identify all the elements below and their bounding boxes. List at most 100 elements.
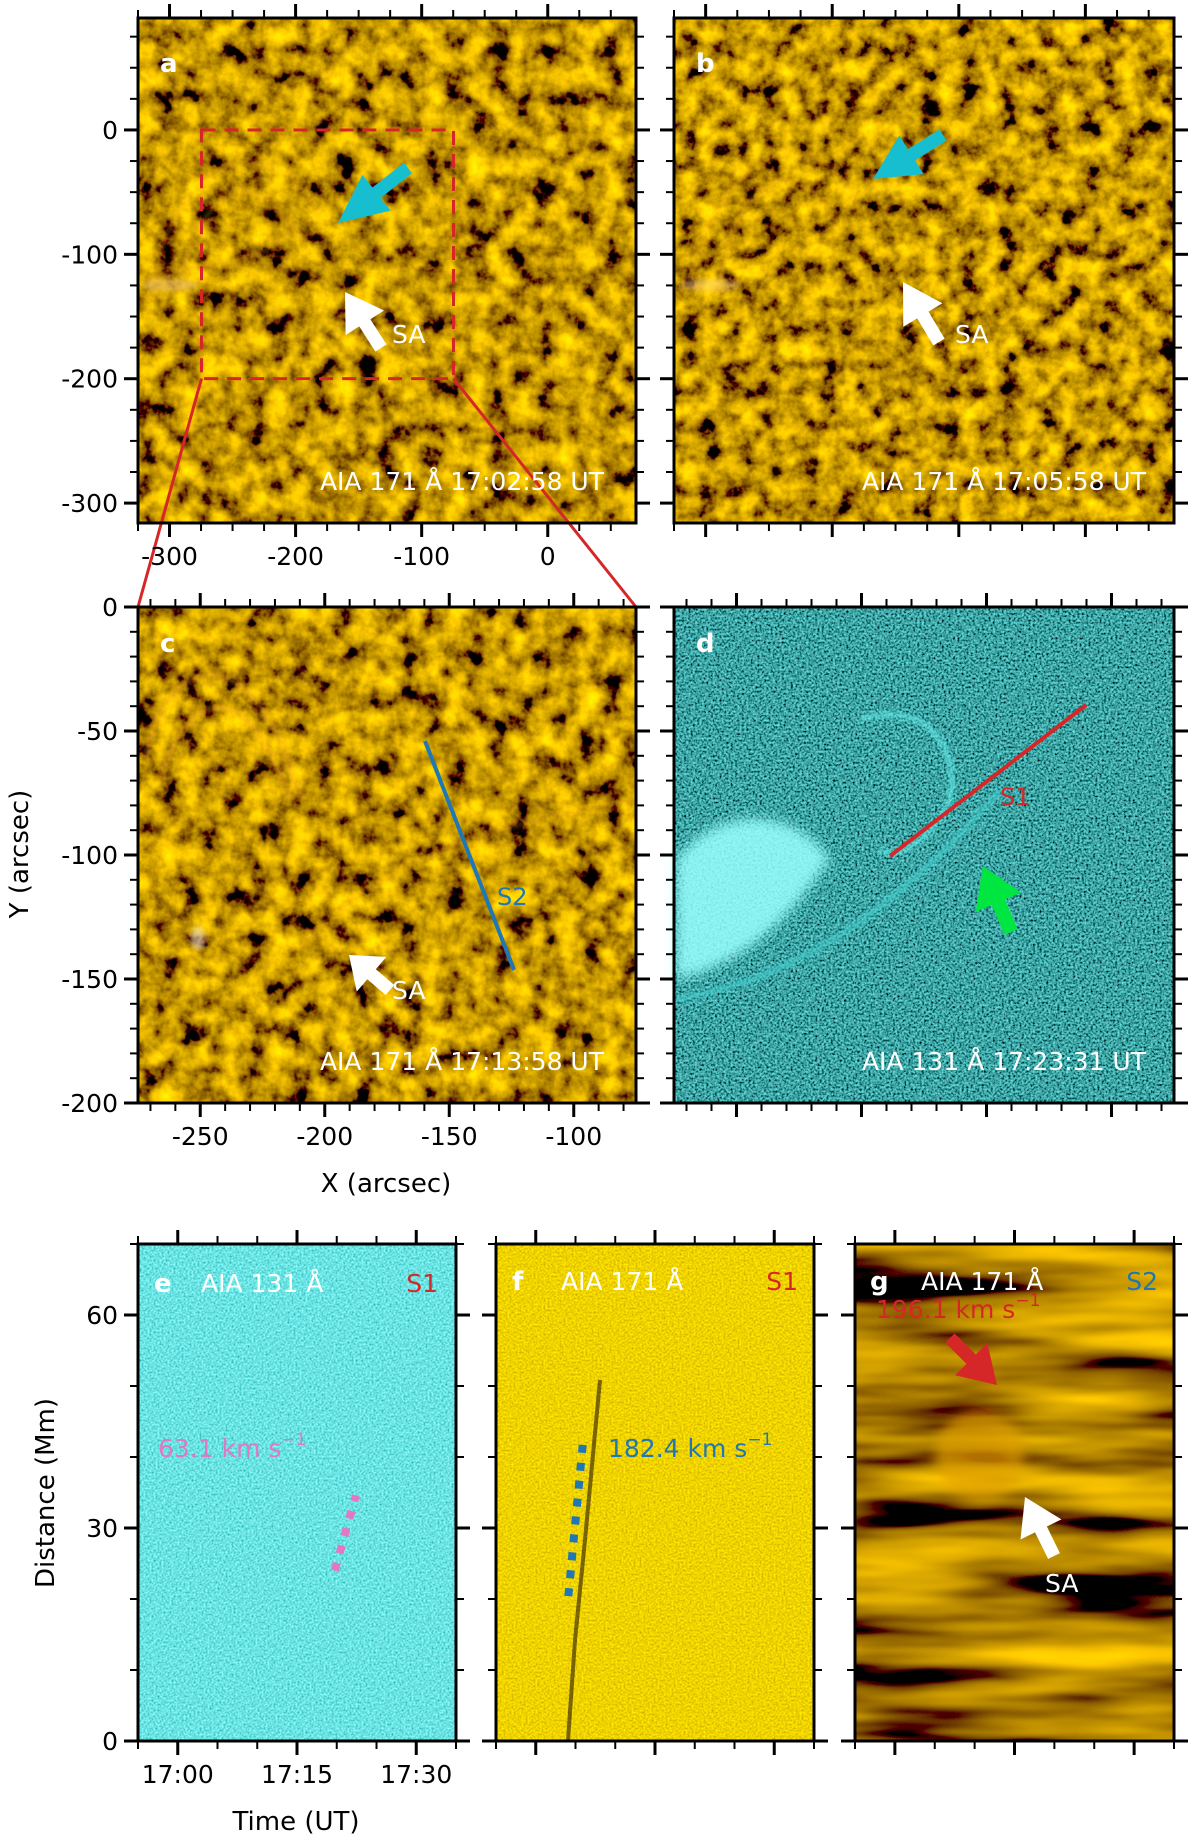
panel-letter-f: f: [512, 1267, 524, 1297]
panel-slit-g: S2: [1126, 1267, 1158, 1296]
x-tick-label: 17:00: [142, 1760, 214, 1789]
axes-d: [660, 593, 1188, 1117]
speed-exp-e: −1: [281, 1430, 306, 1450]
y-tick-label: 0: [102, 1727, 118, 1756]
slit-s2-label: S2: [497, 883, 528, 911]
y-axis-label-td: Distance (Mm): [31, 1398, 61, 1588]
speed-fit-e: [330, 1494, 360, 1572]
y-tick-label: 60: [86, 1301, 118, 1330]
panel-caption-b: AIA 171 Å 17:05:58 UT: [862, 467, 1147, 496]
panel-a: [138, 18, 636, 523]
axes-e: 17:00 17:15 17:30 0 30 60: [86, 1230, 470, 1789]
y-tick-label: -100: [61, 841, 118, 870]
panel-a-bright-loops: [142, 160, 321, 301]
sa-label-b: SA: [955, 320, 988, 349]
axes-g: [841, 1230, 1188, 1755]
red-arrow-g: [945, 1333, 997, 1385]
speed-label-f: 182.4 km s−1: [608, 1430, 772, 1463]
panel-letter-c: c: [160, 629, 175, 659]
axes: -300 -200 -100 0 0 -100 -200 -300 -250 -200 -150 -1…: [61, 4, 1188, 1789]
y-tick-label: -300: [61, 489, 118, 518]
y-tick-label: 0: [102, 116, 118, 145]
panel-frame-e: [136, 1242, 458, 1743]
speed-fit-f: [564, 1436, 588, 1597]
panel-b-image: [674, 18, 1174, 523]
y-tick-label: -200: [61, 1089, 118, 1118]
y-tick-label: -100: [61, 240, 118, 269]
y-tick-label: -200: [61, 365, 118, 394]
sa-arrow-a: [345, 292, 387, 352]
panel-letter-g: g: [870, 1267, 889, 1297]
panel-f-image: [496, 1244, 814, 1741]
panel-title-e: AIA 131 Å: [201, 1269, 323, 1298]
panel-c-bright-loops: [143, 673, 637, 952]
panel-d: [674, 607, 1174, 1103]
panel-frame-c: [136, 605, 638, 1105]
panel-caption-d: AIA 131 Å 17:23:31 UT: [862, 1047, 1147, 1076]
sa-arrow-g: [1020, 1497, 1062, 1559]
zoom-connector-right: [452, 377, 638, 608]
panel-slit-e: S1: [406, 1269, 438, 1298]
x-tick-label: 17:15: [261, 1760, 333, 1789]
panel-b-bright-loops: [680, 153, 861, 291]
panel-letter-e: e: [154, 1269, 172, 1299]
sa-label-c: SA: [392, 976, 425, 1005]
panel-c: [138, 607, 637, 1103]
panel-caption-c: AIA 171 Å 17:13:58 UT: [320, 1047, 605, 1076]
x-axis-label-td: Time (UT): [231, 1807, 359, 1837]
x-tick-label: -250: [172, 1122, 229, 1151]
speed-exp-f: −1: [747, 1430, 772, 1450]
speed-label-g: 196.1 km s−1: [876, 1291, 1040, 1324]
x-axis-label-map: X (arcsec): [321, 1169, 452, 1199]
axes-c: -250 -200 -150 -100 0 -50 -100 -150 -200: [61, 593, 650, 1151]
x-tick-label: -100: [545, 1122, 602, 1151]
panel-letter-a: a: [160, 49, 178, 79]
arrows: [338, 129, 1062, 1559]
panel-e: [138, 1244, 456, 1741]
panel-frame-d: [672, 605, 1176, 1105]
axes-f: [482, 1230, 828, 1755]
speed-value-e: 63.1 km s: [158, 1434, 281, 1463]
panel-frame-g: [853, 1242, 1176, 1743]
y-tick-label: 30: [86, 1514, 118, 1543]
panel-title-f: AIA 171 Å: [561, 1267, 683, 1296]
panel-g-image: [855, 1244, 1174, 1741]
panel-f: [496, 1244, 814, 1742]
panel-a-image: [138, 18, 636, 523]
axes-b: [660, 4, 1188, 537]
fit-lines: [330, 1436, 588, 1597]
sa-label-a: SA: [392, 320, 425, 349]
x-tick-label: -200: [296, 1122, 353, 1151]
panel-title-g: AIA 171 Å: [921, 1267, 1043, 1296]
speed-value-g: 196.1 km s: [876, 1295, 1015, 1324]
panel-letter-b: b: [696, 49, 715, 79]
y-tick-label: 0: [102, 593, 118, 622]
slit-s1-label: S1: [1000, 783, 1031, 811]
cyan-arrow-b: [873, 129, 947, 179]
x-tick-label: 0: [540, 542, 556, 571]
panel-b: [674, 18, 1174, 523]
panel-g: [855, 1244, 1174, 1741]
panel-f-streak: [566, 1379, 602, 1742]
panel-letter-d: d: [696, 629, 715, 659]
x-tick-label: -100: [393, 542, 450, 571]
panel-g-bright-front: [935, 1410, 1025, 1500]
sa-arrow-b: [903, 282, 945, 346]
panel-c-image: [138, 607, 636, 1103]
y-axis-label-map: Y (arcsec): [5, 790, 35, 920]
x-tick-label: -300: [141, 542, 198, 571]
panel-slit-f: S1: [766, 1267, 798, 1296]
zoom-box: [200, 128, 455, 381]
panel-d-flare: [675, 712, 1002, 1003]
panel-frame-f: [494, 1242, 816, 1743]
cyan-arrow-a: [338, 162, 413, 223]
slit-s2-line: [423, 740, 516, 971]
sa-arrow-c: [349, 955, 395, 996]
x-tick-label: -150: [421, 1122, 478, 1151]
sa-label-g: SA: [1045, 1569, 1078, 1598]
zoom-connector-left: [136, 378, 203, 608]
green-arrow-d: [975, 866, 1022, 935]
speed-exp-g: −1: [1015, 1291, 1040, 1311]
x-tick-label: 17:30: [380, 1760, 452, 1789]
